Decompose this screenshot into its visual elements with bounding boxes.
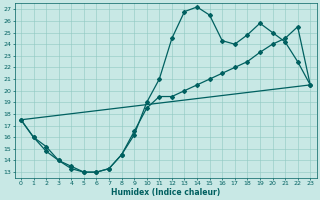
X-axis label: Humidex (Indice chaleur): Humidex (Indice chaleur) (111, 188, 220, 197)
